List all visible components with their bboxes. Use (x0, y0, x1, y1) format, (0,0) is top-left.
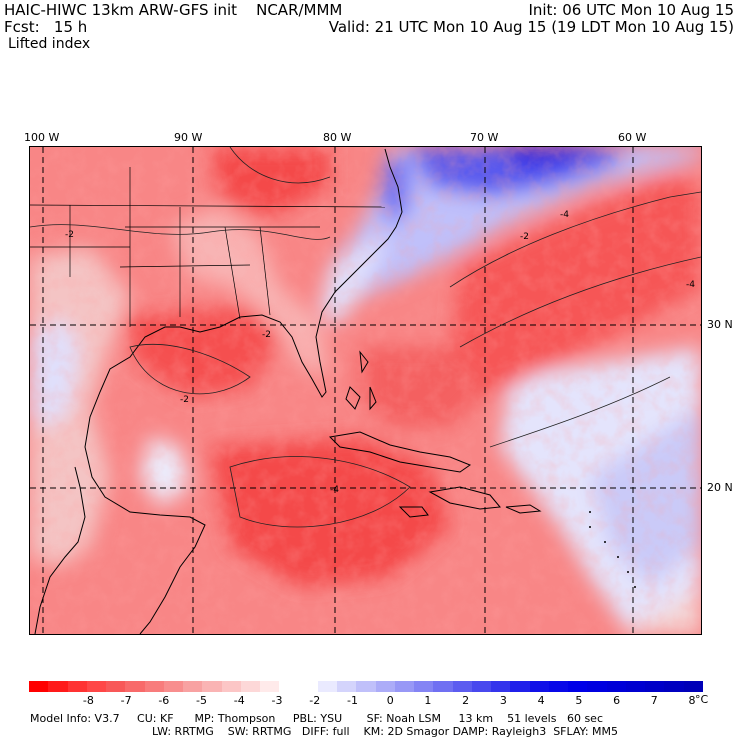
colorbar-swatch (587, 681, 607, 692)
colorbar-tick-label: -7 (120, 694, 132, 707)
colorbar-swatch (548, 681, 568, 692)
lon-label-90w: 90 W (174, 131, 203, 144)
colorbar-swatch (625, 681, 645, 692)
colorbar-tick-label: 1 (424, 694, 432, 707)
contour-label: -2 (65, 230, 74, 240)
colorbar-swatch (125, 681, 145, 692)
colorbar-tick-label: -1 (346, 694, 358, 707)
map-canvas: -2 -2 -4 -4 -2 -2 -4 (30, 147, 701, 634)
state-borders (30, 167, 386, 327)
colorbar-swatch (183, 681, 203, 692)
lon-label-100w: 100 W (24, 131, 60, 144)
contour-labels: -2 -2 -4 -4 -2 -2 -4 (65, 210, 695, 495)
lifted-index-map: -2 -2 -4 -4 -2 -2 -4 (29, 146, 702, 635)
lat-label-30n: 30 N (707, 318, 733, 331)
lon-label-70w: 70 W (470, 131, 499, 144)
colorbar-swatch (510, 681, 530, 692)
colorbar-swatch (683, 681, 703, 692)
colorbar-tick-label: -2 (309, 694, 321, 707)
colorbar-swatch (163, 681, 183, 692)
colorbar-swatch (240, 681, 260, 692)
colorbar-swatch (645, 681, 665, 692)
colorbar-tick-label: -8 (82, 694, 94, 707)
contour-label: -4 (686, 280, 695, 290)
colorbar-swatch (337, 681, 357, 692)
colorbar-swatch (298, 681, 318, 692)
colorbar-swatch (529, 681, 549, 692)
island-dots (589, 511, 636, 588)
colorbar-swatch (471, 681, 491, 692)
colorbar-tick-label: 2 (462, 694, 470, 707)
colorbar-swatch (433, 681, 453, 692)
colorbar-swatch (568, 681, 588, 692)
colorbar-swatch (221, 681, 241, 692)
init-time: Init: 06 UTC Mon 10 Aug 15 (528, 1, 734, 19)
lon-label-80w: 80 W (323, 131, 352, 144)
colorbar-swatch (375, 681, 395, 692)
colorbar-swatch (86, 681, 106, 692)
colorbar-swatch (48, 681, 68, 692)
colorbar-tick-label: -5 (196, 694, 208, 707)
contour-label: -4 (560, 210, 569, 220)
colorbar-swatch (202, 681, 222, 692)
colorbar-tick-label: -6 (158, 694, 170, 707)
colorbar-swatch (606, 681, 626, 692)
contour-label: -2 (520, 232, 529, 242)
field-texture (30, 147, 701, 634)
contours (30, 147, 701, 528)
colorbar-tick-label: 6 (613, 694, 621, 707)
colorbar-swatch (29, 681, 49, 692)
field-name: Lifted index (8, 36, 91, 52)
colorbar (29, 681, 703, 692)
colorbar-tick-label: -4 (233, 694, 245, 707)
colorbar-tick-label: 7 (650, 694, 658, 707)
contour-label: -2 (180, 395, 189, 405)
colorbar-swatch (67, 681, 87, 692)
contour-label: -2 (262, 330, 271, 340)
colorbar-swatch (356, 681, 376, 692)
valid-time: Valid: 21 UTC Mon 10 Aug 15 (19 LDT Mon … (328, 18, 734, 36)
colorbar-swatch (106, 681, 126, 692)
lat-lon-grid (30, 147, 701, 634)
model-info-line1: Model Info: V3.7 CU: KF MP: Thompson PBL… (30, 712, 603, 725)
colorbar-tick-label: -3 (271, 694, 283, 707)
lat-label-20n: 20 N (707, 481, 733, 494)
colorbar-swatch (317, 681, 337, 692)
colorbar-tick-label: 0 (386, 694, 394, 707)
lon-label-60w: 60 W (618, 131, 647, 144)
colorbar-tick-label: 5 (575, 694, 583, 707)
contour-label: -4 (330, 485, 339, 495)
colorbar-tick-label: 3 (499, 694, 507, 707)
model-info-line2: LW: RRTMG SW: RRTMG DIFF: full KM: 2D Sm… (152, 725, 618, 738)
colorbar-swatch (260, 681, 280, 692)
colorbar-swatch (394, 681, 414, 692)
forecast-hour: Fcst: 15 h (4, 18, 88, 36)
header-title: HAIC-HIWC 13km ARW-GFS init NCAR/MMM (4, 1, 343, 19)
colorbar-tick-label: 4 (537, 694, 545, 707)
colorbar-swatch (279, 681, 299, 692)
coastlines (34, 148, 542, 634)
colorbar-swatch (414, 681, 434, 692)
colorbar-swatch (491, 681, 511, 692)
colorbar-swatch (144, 681, 164, 692)
colorbar-tick-label: 8 (688, 694, 696, 707)
colorbar-unit: °C (695, 693, 709, 706)
colorbar-swatch (452, 681, 472, 692)
colorbar-swatch (664, 681, 684, 692)
